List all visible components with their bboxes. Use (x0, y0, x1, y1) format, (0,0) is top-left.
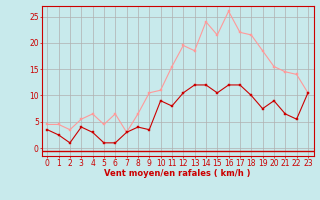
X-axis label: Vent moyen/en rafales ( km/h ): Vent moyen/en rafales ( km/h ) (104, 169, 251, 178)
